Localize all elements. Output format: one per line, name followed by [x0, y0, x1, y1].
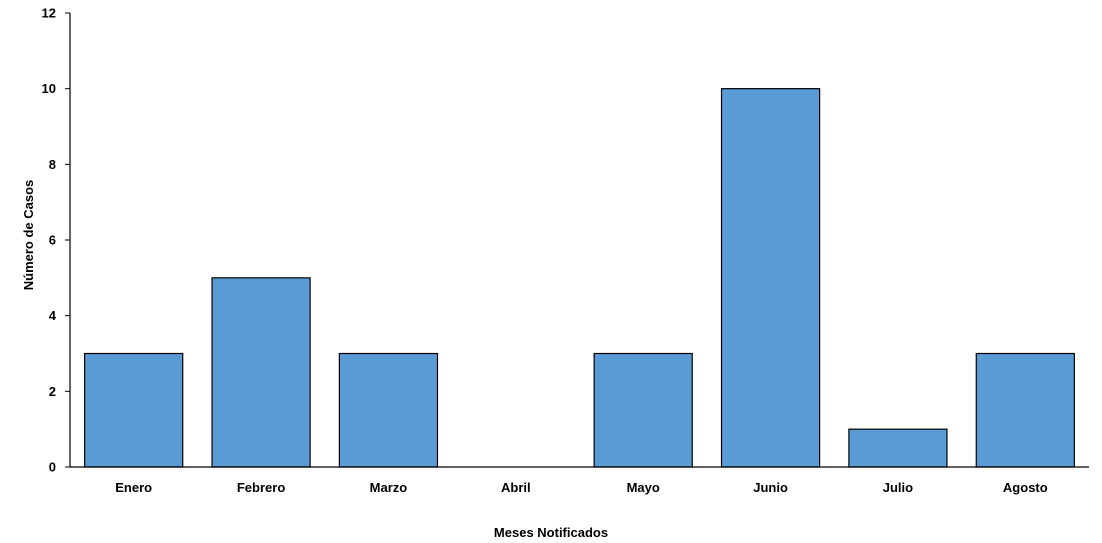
x-tick-label: Junio: [753, 480, 788, 495]
y-ticks-layer: 0 2 4 6 8 10 12: [42, 6, 70, 475]
y-tick-label: 12: [42, 6, 56, 21]
y-tick-label: 0: [49, 460, 56, 475]
x-tick-label: Marzo: [370, 480, 408, 495]
bar-febrero: [211, 277, 311, 468]
y-tick-label: 2: [49, 384, 56, 399]
bar-enero: [84, 352, 184, 468]
y-tick-label: 6: [49, 233, 56, 248]
bar-mayo: [593, 352, 693, 468]
bar-julio: [848, 428, 948, 468]
x-tick-label: Abril: [501, 480, 531, 495]
y-tick-label: 10: [42, 81, 56, 96]
bar-junio: [720, 88, 821, 468]
x-tick-label: Mayo: [627, 480, 660, 495]
x-axis-title: Meses Notificados: [494, 525, 608, 540]
bar-agosto: [975, 352, 1075, 468]
y-axis-title: Número de Casos: [21, 180, 36, 291]
x-tick-label: Febrero: [237, 480, 285, 495]
x-tick-label: Julio: [883, 480, 913, 495]
bar-marzo: [338, 352, 439, 468]
y-tick-label: 4: [49, 308, 57, 323]
x-labels-layer: Enero Febrero Marzo Abril Mayo Junio Julio Agos…: [115, 480, 1047, 495]
x-tick-label: Agosto: [1003, 480, 1048, 495]
x-tick-label: Enero: [115, 480, 152, 495]
bars-layer: [84, 88, 1075, 468]
y-tick-label: 8: [49, 157, 56, 172]
